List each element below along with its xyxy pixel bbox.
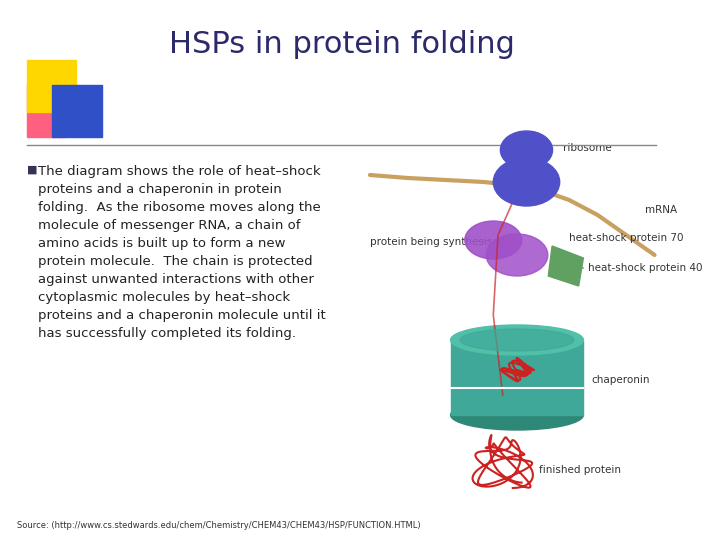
Text: molecule of messenger RNA, a chain of: molecule of messenger RNA, a chain of xyxy=(38,219,300,232)
Text: HSPs in protein folding: HSPs in protein folding xyxy=(168,30,514,59)
Text: chaperonin: chaperonin xyxy=(591,375,649,385)
Ellipse shape xyxy=(451,325,583,355)
Text: ribosome: ribosome xyxy=(562,143,611,153)
Text: folding.  As the ribosome moves along the: folding. As the ribosome moves along the xyxy=(38,201,320,214)
Text: against unwanted interactions with other: against unwanted interactions with other xyxy=(38,273,314,286)
Text: heat-shock protein 70: heat-shock protein 70 xyxy=(570,233,684,243)
Ellipse shape xyxy=(451,400,583,430)
Bar xyxy=(52,85,102,137)
Text: ■: ■ xyxy=(27,165,37,175)
Polygon shape xyxy=(549,246,583,286)
Text: protein being synthesised: protein being synthesised xyxy=(370,237,505,247)
Bar xyxy=(451,340,583,415)
Text: protein molecule.  The chain is protected: protein molecule. The chain is protected xyxy=(38,255,312,268)
Text: finished protein: finished protein xyxy=(539,465,621,475)
Ellipse shape xyxy=(486,234,548,276)
Text: amino acids is built up to form a new: amino acids is built up to form a new xyxy=(38,237,285,250)
Text: has successfully completed its folding.: has successfully completed its folding. xyxy=(38,327,296,340)
Bar xyxy=(27,60,76,112)
Ellipse shape xyxy=(500,131,552,169)
Ellipse shape xyxy=(460,329,574,351)
Text: Source: (http://www.cs.stedwards.edu/chem/Chemistry/CHEM43/CHEM43/HSP/FUNCTION.H: Source: (http://www.cs.stedwards.edu/che… xyxy=(17,521,420,530)
Text: cytoplasmic molecules by heat–shock: cytoplasmic molecules by heat–shock xyxy=(38,291,290,304)
Text: heat-shock protein 40: heat-shock protein 40 xyxy=(588,263,703,273)
Text: mRNA: mRNA xyxy=(645,205,678,215)
Text: proteins and a chaperonin in protein: proteins and a chaperonin in protein xyxy=(38,183,282,196)
Ellipse shape xyxy=(465,221,522,259)
Ellipse shape xyxy=(493,158,559,206)
Text: The diagram shows the role of heat–shock: The diagram shows the role of heat–shock xyxy=(38,165,320,178)
Bar xyxy=(27,85,65,137)
Text: proteins and a chaperonin molecule until it: proteins and a chaperonin molecule until… xyxy=(38,309,325,322)
